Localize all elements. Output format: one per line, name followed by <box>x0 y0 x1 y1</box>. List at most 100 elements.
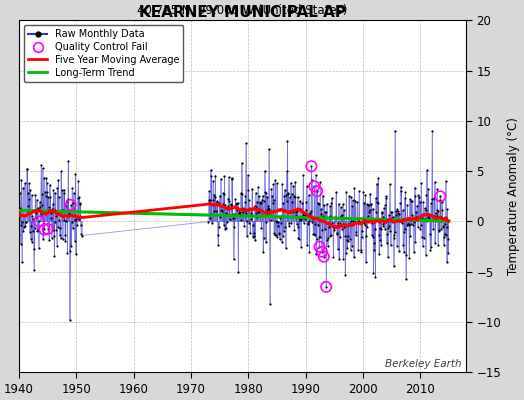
Point <box>386 181 394 188</box>
Point <box>60 217 68 223</box>
Point <box>406 196 414 202</box>
Point <box>376 237 384 243</box>
Point <box>39 236 47 243</box>
Point <box>20 224 28 230</box>
Point <box>257 225 266 231</box>
Point <box>352 229 361 236</box>
Point <box>66 317 74 323</box>
Point <box>389 262 398 269</box>
Point <box>42 175 50 181</box>
Point <box>390 234 398 241</box>
Point <box>58 207 66 213</box>
Point <box>376 226 385 232</box>
Point <box>250 202 259 209</box>
Point <box>294 235 303 241</box>
Point <box>56 232 64 238</box>
Point <box>271 218 280 224</box>
Point <box>236 190 245 196</box>
Point <box>407 221 416 227</box>
Point <box>284 190 292 196</box>
Point <box>307 163 315 169</box>
Point <box>418 234 427 240</box>
Point <box>247 210 255 216</box>
Point <box>362 233 370 239</box>
Point <box>253 214 261 220</box>
Point <box>66 248 74 254</box>
Point <box>334 200 343 207</box>
Point <box>52 213 60 219</box>
Point <box>230 224 238 230</box>
Point <box>438 206 446 213</box>
Point <box>239 206 248 212</box>
Point <box>290 194 299 200</box>
Point <box>77 222 85 228</box>
Point <box>310 231 318 238</box>
Point <box>41 189 50 195</box>
Point <box>337 215 346 221</box>
Point <box>424 215 433 222</box>
Point <box>431 240 439 246</box>
Point <box>416 226 424 232</box>
Point <box>332 214 340 221</box>
Point <box>339 256 347 262</box>
Point <box>52 242 61 249</box>
Point <box>31 224 39 231</box>
Point <box>24 190 32 196</box>
Point <box>373 180 381 187</box>
Point <box>206 167 215 173</box>
Point <box>403 221 412 227</box>
Point <box>321 226 329 232</box>
Point <box>347 194 355 200</box>
Point <box>205 188 213 194</box>
Point <box>424 186 433 193</box>
Point <box>420 205 429 212</box>
Point <box>284 191 292 197</box>
Point <box>19 228 28 234</box>
Point <box>366 191 374 197</box>
Point <box>322 200 331 207</box>
Point <box>397 217 406 224</box>
Point <box>431 210 440 216</box>
Point <box>331 222 340 229</box>
Point <box>270 232 279 239</box>
Point <box>23 166 31 173</box>
Point <box>237 160 246 166</box>
Point <box>74 195 82 202</box>
Point <box>63 196 72 202</box>
Point <box>400 195 409 201</box>
Point <box>273 180 281 186</box>
Point <box>378 221 387 227</box>
Point <box>244 186 253 193</box>
Point <box>444 236 453 242</box>
Point <box>53 185 61 191</box>
Point <box>429 213 437 220</box>
Point <box>207 173 215 179</box>
Point <box>68 219 76 225</box>
Point <box>405 222 413 228</box>
Point <box>277 220 286 226</box>
Point <box>403 222 411 228</box>
Point <box>415 194 423 200</box>
Point <box>389 215 397 221</box>
Point <box>326 213 335 219</box>
Point <box>58 236 67 242</box>
Point <box>274 223 282 230</box>
Point <box>354 218 362 225</box>
Point <box>278 180 287 187</box>
Point <box>442 224 451 230</box>
Point <box>435 228 443 234</box>
Point <box>303 221 312 227</box>
Point <box>268 200 277 206</box>
Point <box>440 233 449 240</box>
Point <box>239 208 247 215</box>
Point <box>40 226 49 233</box>
Point <box>313 188 321 194</box>
Point <box>365 208 374 215</box>
Point <box>286 209 294 215</box>
Point <box>418 215 426 221</box>
Point <box>294 224 302 230</box>
Point <box>18 219 27 225</box>
Point <box>351 215 359 221</box>
Point <box>300 220 308 226</box>
Point <box>269 197 278 204</box>
